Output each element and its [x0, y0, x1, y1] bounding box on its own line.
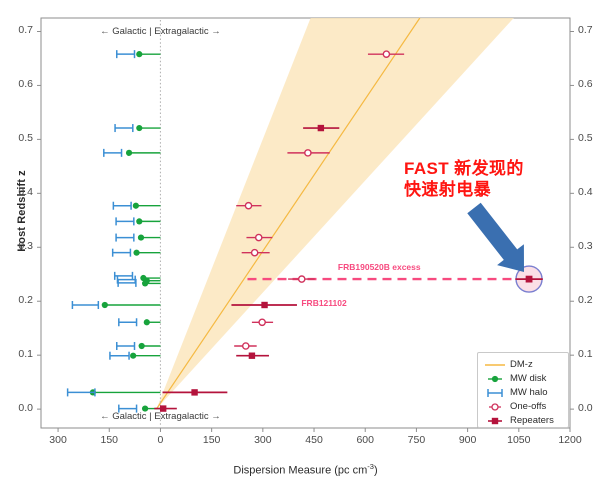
x-tick-label-6: 600: [356, 434, 374, 446]
annotation-line-1: FAST 新发现的: [404, 159, 524, 178]
frb190520b-excess-label: FRB190520B excess: [337, 262, 421, 273]
y-tick-label-left-1: 0.1: [18, 348, 33, 361]
x-tick-label-3: 150: [202, 434, 221, 446]
mw-disk-point-6: [133, 249, 140, 256]
y-tick-label-right-1: 0.1: [578, 348, 593, 361]
y-tick-label-right-0: 0.0: [578, 402, 593, 415]
y-tick-label-left-6: 0.6: [18, 78, 33, 91]
repeater-point-4: [159, 405, 167, 412]
legend-label-1: MW disk: [510, 373, 547, 384]
legend-label-0: DM-z: [510, 359, 533, 370]
annotation-line-2: 快速射电暴: [404, 180, 491, 199]
legend-label-3: One-offs: [510, 401, 547, 412]
one-off-point-5: [297, 275, 306, 283]
y-tick-label-left-2: 0.2: [18, 294, 33, 307]
repeater-point-2: [248, 352, 256, 359]
one-offs-marker-icon: [489, 403, 501, 411]
fast-discovery-point: [525, 275, 533, 283]
legend-item-mw-halo[interactable]: MW halo: [478, 386, 568, 400]
repeater-point-1: [261, 301, 268, 309]
mw-disk-point-1: [136, 124, 143, 132]
y-tick-label-left-4: 0.4: [18, 186, 33, 199]
y-tick-label-right-3: 0.3: [578, 240, 593, 253]
y-tick-label-right-2: 0.2: [578, 294, 593, 307]
x-axis-label-tail: ): [373, 464, 378, 477]
mw-disk-point-2: [125, 149, 133, 156]
mw-disk-marker-icon-wrap: [482, 372, 508, 386]
dmz-relation-line: [155, 17, 421, 410]
repeater-point-3: [191, 389, 198, 396]
x-tick-label-7: 750: [407, 434, 426, 446]
legend-item-dm-z[interactable]: DM-z: [478, 358, 568, 372]
x-axis-label-text: Dispersion Measure (pc cm: [233, 464, 368, 477]
mw-disk-point-5: [137, 234, 145, 241]
divider-label-top: ← Galactic | Extragalactic →: [100, 26, 221, 37]
mw-disk-point-9: [141, 280, 149, 287]
legend-label-4: Repeaters: [510, 415, 554, 426]
x-tick-label-2: 0: [157, 434, 164, 446]
one-off-point-1: [304, 149, 312, 157]
repeaters-marker-icon-wrap: [482, 414, 508, 428]
one-off-point-7: [241, 342, 250, 350]
legend-label-2: MW halo: [510, 387, 548, 398]
dmz-line-icon-wrap: [482, 358, 508, 372]
mw-halo-marker-icon: [487, 389, 503, 397]
x-tick-label-0: 300: [49, 434, 67, 446]
mw-halo-marker-icon-wrap: [482, 386, 508, 400]
dmz-confidence-band: [156, 18, 514, 410]
repeater-point-0: [317, 124, 325, 132]
y-tick-label-right-4: 0.4: [578, 186, 593, 199]
mw-disk-point-0: [136, 51, 143, 58]
legend-item-repeaters[interactable]: Repeaters: [478, 414, 568, 428]
repeaters-marker-icon: [488, 417, 502, 425]
mw-disk-point-11: [143, 319, 150, 326]
legend-item-one-offs[interactable]: One-offs: [478, 400, 568, 414]
one-offs-marker-icon-wrap: [482, 400, 508, 414]
y-tick-label-left-0: 0.0: [18, 402, 33, 415]
x-axis-label-exponent: -3: [367, 462, 374, 471]
mw-disk-point-13: [130, 352, 137, 359]
one-off-point-4: [250, 248, 259, 257]
frb121102-label: FRB121102: [301, 298, 347, 308]
one-off-point-0: [382, 50, 391, 58]
y-tick-label-left-7: 0.7: [18, 24, 33, 37]
legend: DM-z MW disk MW halo One-offs Repeaters: [477, 352, 569, 428]
x-tick-label-1: 150: [100, 434, 119, 446]
y-tick-label-right-7: 0.7: [578, 24, 593, 37]
one-off-point-2: [244, 201, 253, 210]
y-tick-label-right-6: 0.6: [578, 78, 593, 91]
y-tick-label-left-3: 0.3: [18, 240, 33, 253]
one-off-point-6: [258, 318, 266, 327]
mw-disk-point-15: [141, 405, 149, 412]
mw-disk-point-12: [138, 342, 145, 350]
mw-disk-point-4: [136, 218, 143, 225]
fast-discovery-annotation: FAST 新发现的 快速射电暴: [404, 158, 524, 200]
y-axis-label: Host Redshift z: [16, 170, 28, 252]
x-axis-label: Dispersion Measure (pc cm-3): [41, 462, 570, 477]
mw-disk-point-10: [101, 301, 108, 309]
dmz-line-icon: [485, 364, 505, 366]
x-tick-label-10: 1200: [558, 434, 582, 446]
y-tick-label-right-5: 0.5: [578, 132, 593, 145]
mw-disk-marker-icon: [488, 375, 502, 383]
x-tick-label-4: 300: [254, 434, 272, 446]
x-tick-label-9: 1050: [507, 434, 531, 446]
x-tick-label-8: 900: [458, 434, 477, 446]
x-tick-label-5: 450: [305, 434, 323, 446]
y-tick-label-left-5: 0.5: [18, 132, 33, 145]
pointer-arrow-icon: [467, 202, 524, 272]
divider-label-bottom: ← Galactic | Extragalactic →: [100, 411, 221, 422]
legend-item-mw-disk[interactable]: MW disk: [478, 372, 568, 386]
one-off-point-3: [254, 233, 263, 242]
mw-disk-point-3: [132, 202, 139, 209]
